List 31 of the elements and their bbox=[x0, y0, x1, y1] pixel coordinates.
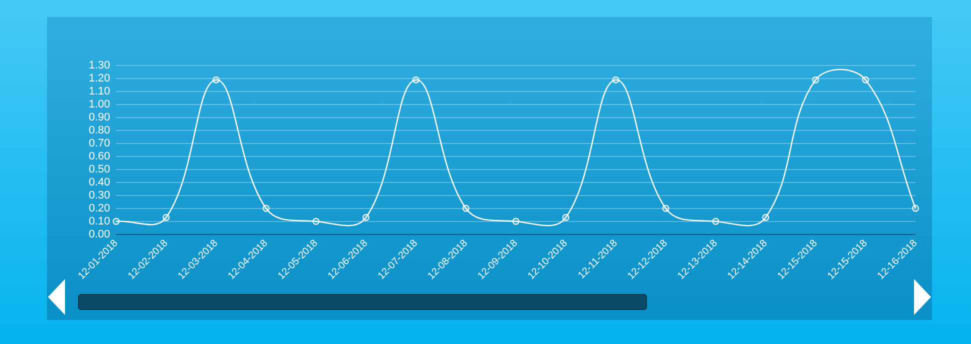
point bbox=[312, 218, 320, 225]
point bbox=[662, 204, 670, 212]
point bbox=[712, 218, 720, 225]
y-tick-label: 1.30 bbox=[88, 60, 110, 72]
y-tick-label: 0.00 bbox=[88, 228, 110, 240]
point bbox=[562, 214, 570, 221]
point bbox=[512, 218, 520, 225]
y-tick-label: 0.80 bbox=[88, 124, 110, 137]
point bbox=[362, 214, 370, 221]
y-tick-label: 0.40 bbox=[88, 176, 110, 188]
y-tick-label: 0.60 bbox=[88, 150, 110, 162]
point bbox=[912, 204, 920, 212]
y-tick-label: 0.50 bbox=[88, 163, 110, 176]
y-tick-label: 0.10 bbox=[88, 215, 110, 228]
y-tick-label: 0.30 bbox=[88, 189, 110, 202]
point bbox=[862, 76, 870, 84]
y-tick-label: 0.20 bbox=[88, 202, 110, 214]
point bbox=[162, 214, 170, 221]
y-tick-label: 0.90 bbox=[88, 112, 110, 124]
y-tick-label: 1.00 bbox=[88, 98, 110, 111]
point bbox=[762, 214, 770, 221]
point bbox=[812, 76, 820, 84]
point bbox=[262, 204, 270, 212]
point bbox=[412, 76, 420, 84]
point bbox=[112, 218, 120, 225]
y-tick-label: 0.70 bbox=[88, 138, 110, 150]
y-tick-label: 1.20 bbox=[88, 72, 110, 85]
point bbox=[212, 76, 220, 84]
y-tick-label: 1.10 bbox=[88, 86, 110, 98]
point bbox=[462, 204, 470, 212]
point bbox=[612, 76, 620, 84]
